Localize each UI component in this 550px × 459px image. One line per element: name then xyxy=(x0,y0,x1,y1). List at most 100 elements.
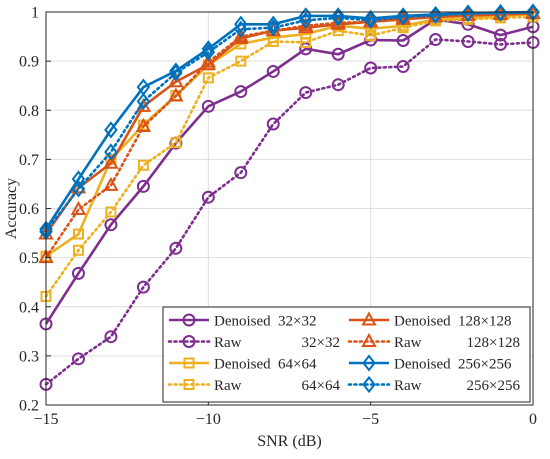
data-point xyxy=(71,266,85,280)
data-point xyxy=(72,228,84,240)
data-point xyxy=(234,85,248,99)
data-point xyxy=(234,20,248,38)
data-point xyxy=(493,4,508,22)
legend-entry-raw-256x256: Raw 256×256 xyxy=(347,375,521,394)
data-point xyxy=(200,53,217,68)
data-point xyxy=(461,34,475,48)
data-point xyxy=(494,37,508,51)
data-point xyxy=(331,47,345,61)
legend-label-size: 256×256 xyxy=(458,357,512,373)
y-tick-label: 0.9 xyxy=(19,54,39,71)
legend-label-type: Raw xyxy=(394,335,422,351)
data-point xyxy=(363,9,378,28)
series-line xyxy=(44,38,535,386)
y-tick-label: 1 xyxy=(31,5,39,22)
series-line xyxy=(44,12,535,259)
data-point xyxy=(104,330,118,344)
data-point xyxy=(104,218,118,232)
data-point xyxy=(104,143,118,161)
legend-label-type: Denoised xyxy=(394,357,451,373)
y-tick-label: 0.5 xyxy=(19,250,39,267)
data-point xyxy=(169,64,183,82)
series-raw-32x32 xyxy=(39,33,540,391)
legend-label-type: Denoised xyxy=(214,357,271,373)
x-tick-label: −10 xyxy=(196,411,221,428)
data-point xyxy=(103,176,119,191)
legend-label-size: 128×128 xyxy=(467,335,520,351)
y-tick-label: 0.3 xyxy=(19,348,39,365)
data-point xyxy=(105,206,117,218)
y-tick-label: 0.8 xyxy=(19,103,39,120)
legend-label-size: 32×32 xyxy=(278,314,316,330)
data-point xyxy=(429,33,443,47)
legend-label-type: Raw xyxy=(214,378,242,394)
data-point xyxy=(201,40,216,58)
series-line xyxy=(44,18,534,325)
data-point xyxy=(298,7,313,25)
data-point xyxy=(331,7,345,25)
data-point xyxy=(104,121,118,139)
x-tick-label: −5 xyxy=(362,411,379,428)
data-point xyxy=(136,179,150,193)
data-point xyxy=(361,311,377,326)
data-point xyxy=(168,73,184,88)
data-point xyxy=(461,4,475,23)
data-point xyxy=(135,117,152,132)
axis-ticks: −15 −10 −5 0 0.2 0.3 0.4 0.5 0.6 0.7 0.8 0.9 1 xyxy=(19,5,537,429)
data-point xyxy=(72,244,84,256)
data-point xyxy=(363,11,378,29)
data-point xyxy=(201,43,216,61)
data-point xyxy=(183,379,195,390)
legend-label-type: Denoised xyxy=(214,314,271,330)
legend-label-type: Denoised xyxy=(394,314,451,330)
legend-label-size: 256×256 xyxy=(467,378,521,394)
data-point xyxy=(169,62,183,80)
data-point xyxy=(299,42,313,56)
data-point xyxy=(364,61,378,75)
data-point xyxy=(396,60,410,74)
x-tick-label: −15 xyxy=(33,411,58,428)
legend-label-size: 32×32 xyxy=(302,335,340,351)
data-point xyxy=(183,357,195,369)
data-point xyxy=(362,354,376,372)
legend-label-size: 64×64 xyxy=(278,357,317,373)
y-axis-label: Accuracy xyxy=(3,178,20,239)
data-point xyxy=(300,36,312,48)
data-point xyxy=(298,11,313,29)
data-point xyxy=(299,86,313,100)
data-point xyxy=(234,15,248,33)
data-point xyxy=(201,99,215,113)
data-point xyxy=(70,200,87,215)
data-point xyxy=(168,87,184,102)
data-point xyxy=(396,8,410,26)
data-point xyxy=(182,335,196,348)
series-line xyxy=(44,11,535,233)
legend-entry-raw-64x64: Raw 64×64 xyxy=(167,378,340,394)
data-point xyxy=(201,190,215,204)
data-point xyxy=(234,166,248,180)
y-tick-label: 0.4 xyxy=(19,299,39,316)
data-point xyxy=(202,72,214,84)
legend-entry-denoised-64x64: Denoised 64×64 xyxy=(169,357,317,373)
legend-entry-raw-32x32: Raw 32×32 xyxy=(167,335,340,351)
series-line xyxy=(45,13,534,258)
data-point xyxy=(170,137,182,149)
data-point xyxy=(266,117,280,131)
data-point xyxy=(103,154,119,169)
series-line xyxy=(44,10,534,230)
data-point xyxy=(396,33,410,47)
legend-entry-raw-128x128: Raw 128×128 xyxy=(347,332,520,351)
data-point xyxy=(266,64,280,78)
data-point xyxy=(361,332,377,347)
data-point xyxy=(365,30,377,42)
data-point xyxy=(71,180,86,198)
data-point xyxy=(169,241,183,255)
data-point xyxy=(137,159,149,171)
legend-entry-denoised-32x32: Denoised 32×32 xyxy=(169,313,316,330)
y-tick-label: 0.2 xyxy=(19,398,39,415)
data-point xyxy=(266,15,281,33)
data-point xyxy=(362,375,376,394)
x-axis-label: SNR (dB) xyxy=(257,433,321,450)
data-point xyxy=(494,28,508,42)
